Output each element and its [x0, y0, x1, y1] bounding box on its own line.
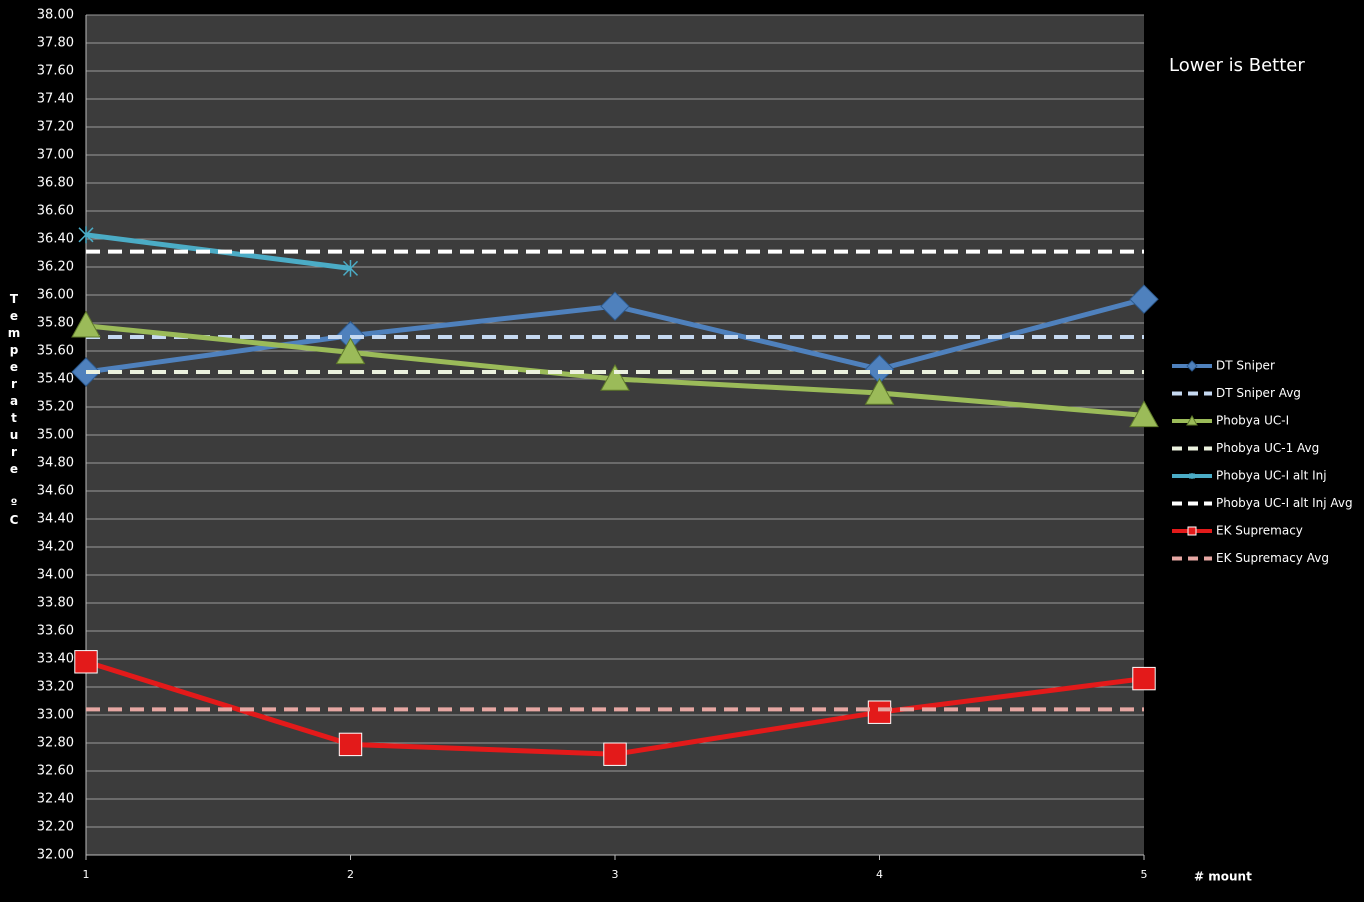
y-tick-label: 33.60	[37, 624, 74, 639]
y-tick-label: 32.60	[37, 764, 74, 779]
y-tick-label: 34.60	[37, 484, 74, 499]
y-tick-label: 35.00	[37, 428, 74, 443]
y-tick-label: 37.40	[37, 92, 74, 107]
x-tick-label: 2	[347, 868, 354, 881]
y-tick-label: 32.00	[37, 848, 74, 863]
y-tick-label: 36.60	[37, 204, 74, 219]
y-tick-label: 34.00	[37, 568, 74, 583]
data-point	[603, 742, 627, 766]
y-tick-label: 35.80	[37, 316, 74, 331]
y-tick-label: 37.60	[37, 64, 74, 79]
x-tick-label: 1	[83, 868, 90, 881]
y-tick-label: 35.60	[37, 344, 74, 359]
x-tick-label: 5	[1141, 868, 1148, 881]
legend-marker	[1188, 472, 1196, 480]
data-point	[1132, 666, 1156, 691]
data-point	[600, 363, 630, 391]
y-tick-label: 36.20	[37, 260, 74, 275]
annotation: Lower is Better	[1169, 55, 1305, 76]
y-tick-label: 34.40	[37, 512, 74, 527]
data-point	[600, 291, 630, 321]
legend-label: EK Supremacy Avg	[1216, 551, 1329, 565]
legend-label: Phobya UC-I	[1216, 414, 1289, 428]
data-point	[71, 310, 101, 338]
legend-label: DT Sniper	[1216, 359, 1275, 373]
y-tick-label: 37.00	[37, 148, 74, 163]
legend-label: Phobya UC-I alt Inj	[1216, 469, 1327, 483]
y-tick-label: 35.40	[37, 372, 74, 387]
legend-marker	[1186, 414, 1198, 426]
y-tick-label: 36.40	[37, 232, 74, 247]
y-tick-label: 38.00	[37, 8, 74, 23]
y-tick-label: 32.40	[37, 792, 74, 807]
legend-marker	[1186, 360, 1198, 372]
y-axis-label: Temperature ºC	[7, 292, 21, 530]
x-tick-label: 3	[612, 868, 619, 881]
legend-marker	[1187, 526, 1197, 536]
data-point	[1129, 284, 1159, 314]
legend-label: DT Sniper Avg	[1216, 386, 1301, 400]
data-point	[864, 377, 895, 405]
y-tick-label: 33.40	[37, 652, 74, 667]
data-point	[335, 337, 366, 365]
data-point	[78, 226, 94, 244]
y-tick-label: 34.20	[37, 540, 74, 555]
y-tick-label: 33.00	[37, 708, 74, 723]
data-point	[867, 700, 892, 724]
data-point	[338, 732, 363, 757]
x-tick-label: 4	[876, 868, 883, 881]
y-tick-label: 35.20	[37, 400, 74, 415]
legend-label: Phobya UC-I alt Inj Avg	[1216, 496, 1353, 510]
data-point	[342, 260, 359, 277]
y-tick-label: 33.80	[37, 596, 74, 611]
y-tick-label: 36.00	[37, 288, 74, 303]
y-tick-label: 32.80	[37, 736, 74, 751]
data-point	[1129, 400, 1159, 428]
y-tick-label: 34.80	[37, 456, 74, 471]
data-point	[74, 650, 98, 674]
y-tick-label: 33.20	[37, 680, 74, 695]
y-tick-label: 37.80	[37, 36, 74, 51]
y-tick-label: 36.80	[37, 176, 74, 191]
y-tick-label: 37.20	[37, 120, 74, 135]
y-tick-label: 32.20	[37, 820, 74, 835]
legend-label: Phobya UC-1 Avg	[1216, 441, 1319, 455]
legend-label: EK Supremacy	[1216, 524, 1303, 538]
x-axis-label: # mount	[1194, 870, 1252, 884]
